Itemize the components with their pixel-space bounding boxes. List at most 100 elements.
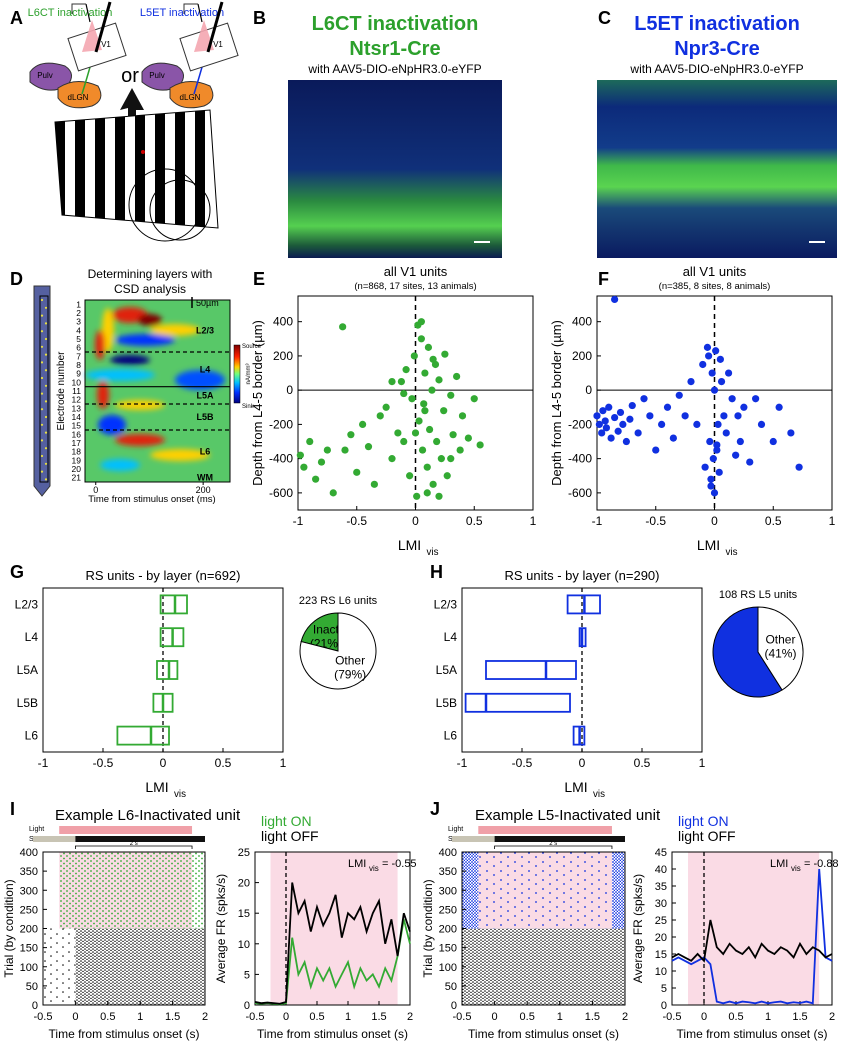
x-tick-label: 0.5 — [634, 756, 651, 770]
csd-blob — [98, 415, 126, 435]
csd-frame — [84, 299, 231, 483]
grating-stripe — [175, 110, 185, 228]
data-point — [687, 378, 695, 386]
x-tick-label: -0.5 — [645, 514, 666, 528]
y-tick-label: 350 — [20, 866, 38, 878]
x-axis-label-sub: vis — [174, 789, 186, 800]
screen-bar-off — [452, 836, 495, 842]
probe-site — [40, 314, 44, 317]
fixation — [141, 150, 145, 154]
x-tick-label: 0 — [93, 485, 98, 495]
raster-off — [462, 928, 625, 1005]
data-point — [728, 395, 736, 403]
v1-label: V1 — [101, 40, 111, 49]
fiber — [85, 3, 91, 23]
electrode-number: 17 — [72, 438, 82, 448]
data-point — [413, 492, 421, 500]
x-tick-label: -1 — [38, 756, 49, 770]
or-label: or — [121, 65, 139, 87]
x-axis-label-sub: vis — [726, 547, 738, 558]
box — [464, 692, 571, 713]
dlgn-label: dLGN — [180, 93, 201, 102]
x-axis-label: LMI — [564, 779, 587, 795]
electrode — [206, 1, 224, 53]
duration-label: 2 s — [130, 841, 138, 847]
legend-label: light OFF — [261, 828, 319, 844]
light-label: Light — [29, 826, 44, 833]
panel-label: B — [253, 8, 266, 28]
data-point — [710, 386, 719, 394]
data-point — [329, 489, 337, 497]
data-point — [732, 451, 740, 459]
y-tick-label: 150 — [439, 943, 457, 955]
slice-label: Inact — [313, 622, 340, 636]
data-point — [658, 420, 666, 428]
data-point — [429, 480, 437, 488]
x-tick-label: 1.5 — [371, 1011, 386, 1023]
y-axis-label: Average FR (spks/s) — [214, 874, 228, 983]
data-point — [400, 389, 408, 398]
example-title: Example L6-Inactivated unit — [55, 807, 241, 824]
panel-label: D — [10, 269, 23, 289]
category-label: L4 — [25, 630, 39, 644]
data-point — [703, 343, 712, 351]
series-line — [671, 868, 833, 1005]
probe-site — [44, 415, 48, 419]
data-point — [622, 437, 630, 446]
data-point — [453, 372, 461, 381]
probe-site — [44, 400, 48, 403]
x-axis-label: LMI — [145, 779, 168, 795]
data-point — [775, 403, 783, 411]
monitor-ring — [149, 179, 211, 241]
csd-blob — [115, 400, 165, 410]
legend-label: light ON — [678, 813, 729, 829]
probe-site — [40, 298, 44, 302]
csd-blob — [100, 459, 140, 471]
histology-image — [597, 80, 837, 258]
data-point — [370, 480, 378, 488]
pulv-label: Pulv — [37, 71, 53, 80]
data-point — [705, 352, 713, 360]
y-axis-label: Depth from L4-5 border (µm) — [250, 320, 265, 486]
slice-label: Other — [765, 632, 795, 646]
x-tick-label: -0.5 — [453, 1011, 472, 1023]
data-point — [406, 472, 414, 480]
x-tick-label: -0.5 — [512, 756, 533, 770]
y-tick-label: -200 — [269, 417, 293, 431]
y-tick-label: 300 — [439, 885, 457, 897]
data-point — [693, 420, 701, 428]
x-axis-label: Time from stimulus onset (ms) — [88, 494, 215, 505]
electrode-number: 16 — [72, 429, 82, 439]
electrode-number: 12 — [72, 395, 82, 405]
y-tick-label: 200 — [572, 349, 592, 363]
layer-label: L4 — [200, 364, 211, 374]
y-tick-label: 100 — [20, 962, 38, 974]
light-bar — [59, 826, 193, 834]
data-point — [317, 458, 326, 466]
x-tick-label: 2 — [202, 1011, 208, 1023]
slice-value-label: (79%) — [334, 668, 366, 682]
data-point — [736, 437, 744, 446]
category-label: L2/3 — [434, 597, 458, 611]
screen-bar-on — [75, 836, 206, 842]
y-tick-label: 45 — [655, 847, 667, 859]
x-axis-label-sub: vis — [427, 547, 439, 558]
data-point — [699, 360, 707, 369]
x-axis-label: LMI — [398, 537, 421, 553]
y-tick-label: 5 — [244, 969, 250, 981]
probe-site — [44, 462, 48, 465]
x-axis-label: Time from stimulus onset (s) — [257, 1027, 408, 1041]
x-tick-label: 1.5 — [792, 1011, 807, 1023]
data-point — [716, 355, 724, 363]
x-tick-label: 1 — [699, 756, 706, 770]
fiber — [197, 3, 203, 23]
annotation-sub: vis — [369, 864, 379, 873]
x-tick-label: 0 — [492, 1011, 498, 1023]
axes-frame — [671, 851, 833, 1006]
duration-label: 2 s — [549, 841, 557, 847]
condition-label: L6CT inactivation — [28, 7, 113, 19]
x-tick-label: 0.5 — [309, 1011, 324, 1023]
pulv-label: Pulv — [149, 71, 165, 80]
grating-stripe — [95, 110, 105, 228]
light-window — [688, 852, 820, 1005]
